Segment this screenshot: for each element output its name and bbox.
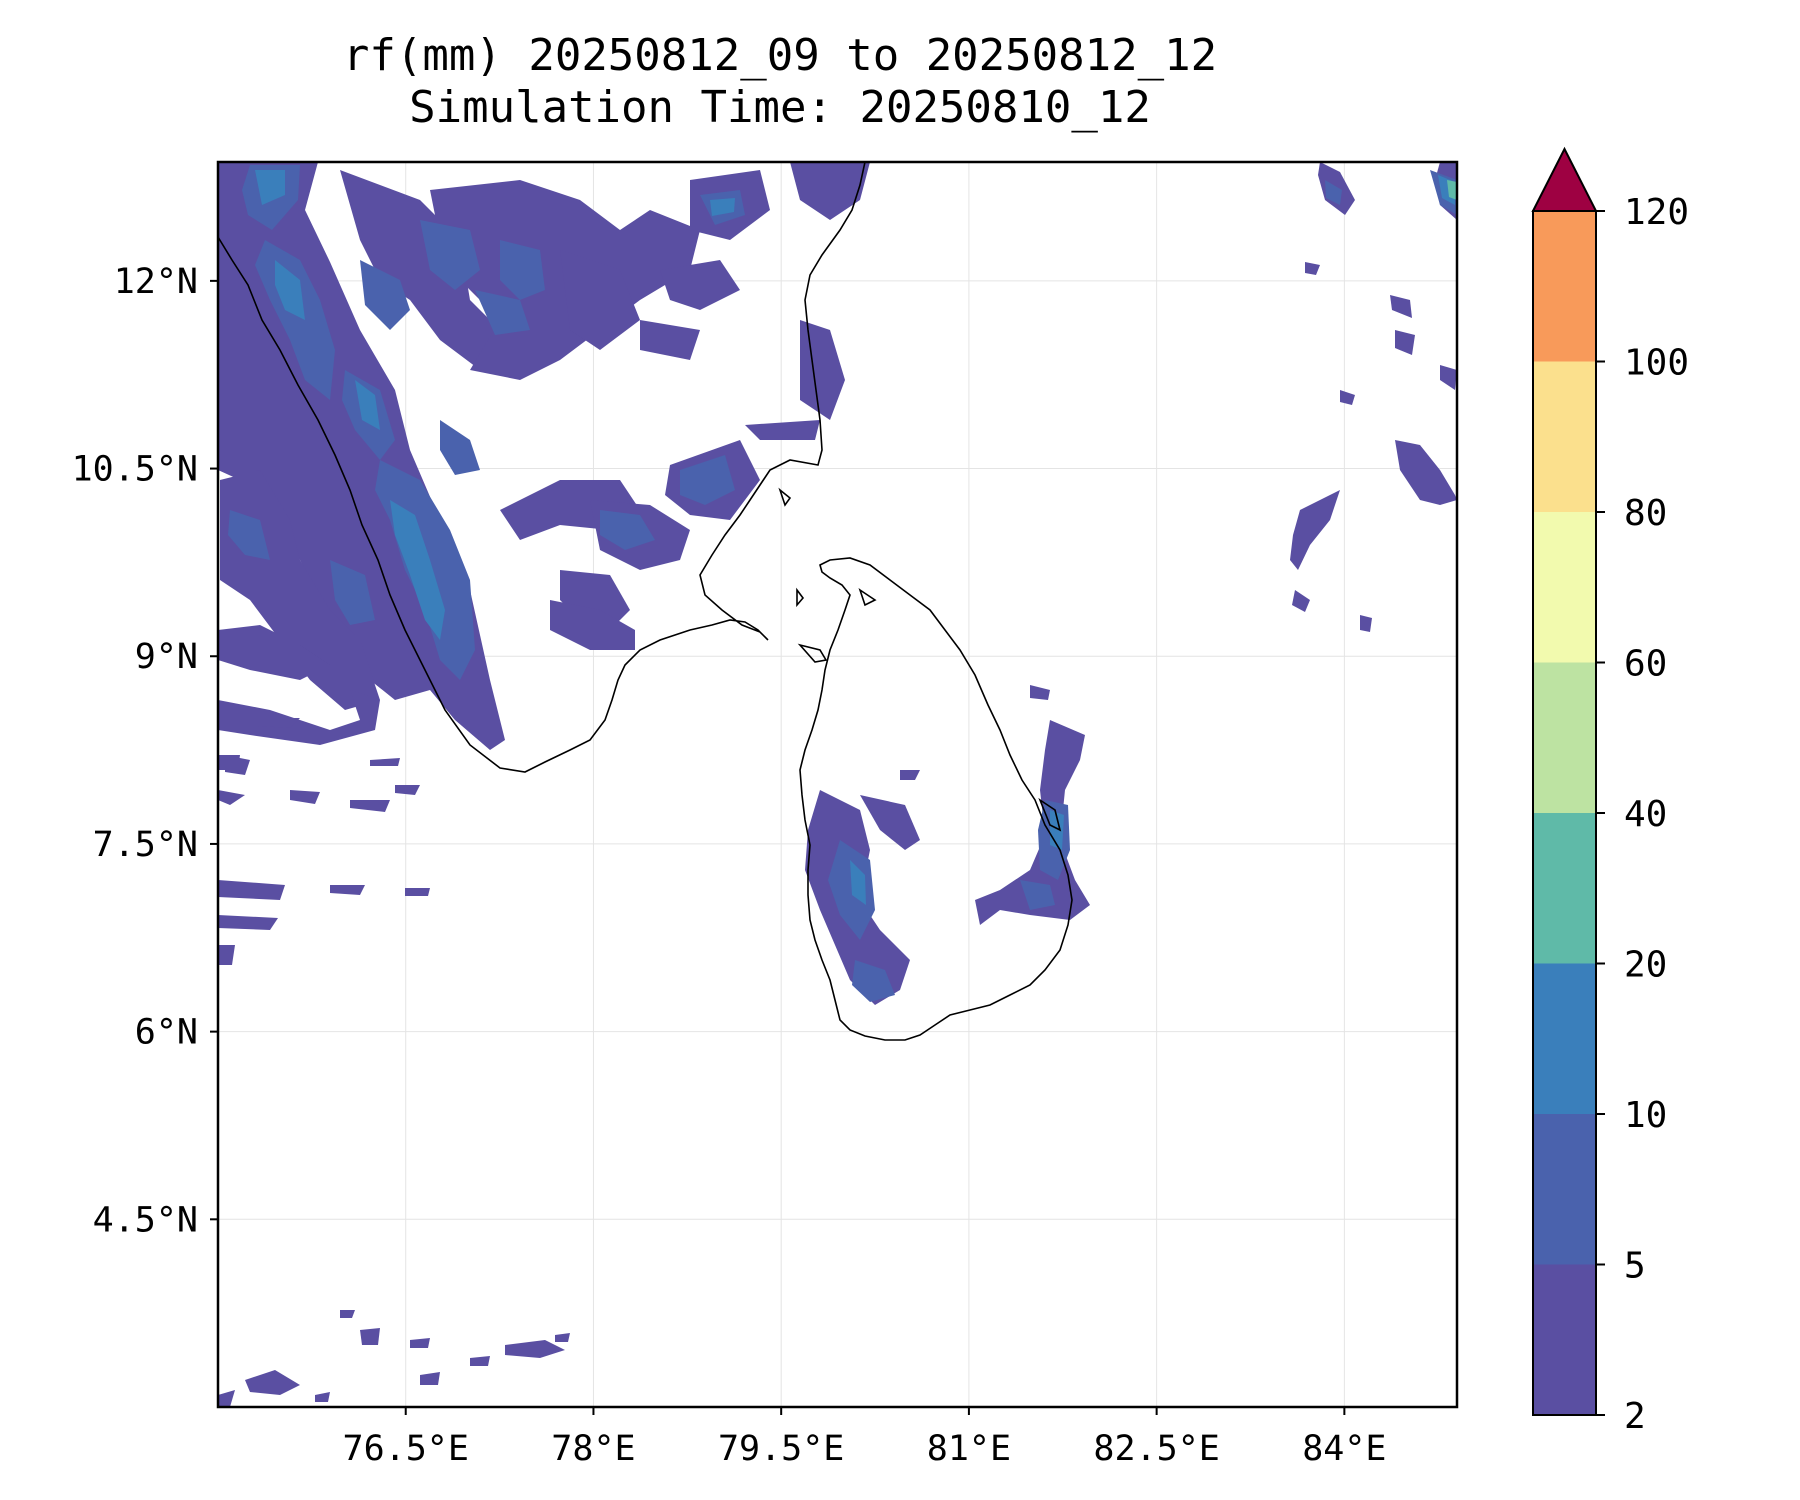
plot-frame — [216, 160, 1459, 1409]
colorbar-segment — [1533, 963, 1596, 1114]
colorbar-tick-label: 100 — [1624, 343, 1689, 384]
colorbar-extend-triangle — [1531, 146, 1598, 212]
gridlines — [218, 162, 1457, 1407]
colorbar: 2 5 10 20 40 60 80 100 120 — [1531, 146, 1689, 1437]
colorbar-segment — [1533, 512, 1596, 663]
colorbar-segment — [1533, 1114, 1596, 1265]
lon-tick-label: 84°E — [1302, 1429, 1386, 1469]
rainfall-contours — [218, 162, 1457, 1407]
lon-tick-label: 76.5°E — [343, 1429, 469, 1469]
lat-tick-label: 10.5°N — [72, 450, 198, 490]
lon-tick-label: 78°E — [551, 1429, 635, 1469]
lon-tick-label: 82.5°E — [1093, 1429, 1219, 1469]
lon-tick-label: 79.5°E — [718, 1429, 844, 1469]
colorbar-segment — [1533, 211, 1596, 362]
lat-tick-label: 9°N — [135, 637, 198, 677]
map-title: rf(mm) 20250812_09 to 20250812_12 — [342, 30, 1218, 81]
colorbar-tick-label: 5 — [1624, 1246, 1646, 1287]
colorbar-segment — [1533, 1264, 1596, 1415]
sri-lanka-coastline — [799, 557, 1073, 1041]
colorbar-tick-label: 80 — [1624, 493, 1667, 534]
latitude-axis: 12°N 10.5°N 9°N 7.5°N 6°N 4.5°N — [72, 262, 218, 1240]
colorbar-tick-label: 40 — [1624, 794, 1667, 835]
india-coastline — [218, 162, 866, 773]
lat-tick-label: 6°N — [135, 1013, 198, 1053]
colorbar-segment — [1533, 361, 1596, 512]
lat-tick-label: 7.5°N — [93, 825, 198, 865]
colorbar-tick-label: 120 — [1624, 192, 1689, 233]
coastlines — [218, 162, 1073, 1041]
lat-tick-label: 12°N — [114, 262, 198, 302]
lon-tick-label: 81°E — [927, 1429, 1011, 1469]
rainfall-level-20-40 — [1447, 180, 1457, 200]
map-subtitle: Simulation Time: 20250810_12 — [409, 82, 1151, 133]
plot-area — [218, 162, 1457, 1407]
colorbar-segment — [1533, 813, 1596, 964]
lat-tick-label: 4.5°N — [93, 1200, 198, 1240]
longitude-axis: 76.5°E 78°E 79.5°E 81°E 82.5°E 84°E — [343, 1407, 1387, 1469]
colorbar-segment — [1533, 662, 1596, 813]
colorbar-tick-label: 2 — [1624, 1396, 1646, 1437]
colorbar-tick-label: 20 — [1624, 945, 1667, 986]
colorbar-tick-label: 10 — [1624, 1095, 1667, 1136]
colorbar-tick-label: 60 — [1624, 644, 1667, 685]
